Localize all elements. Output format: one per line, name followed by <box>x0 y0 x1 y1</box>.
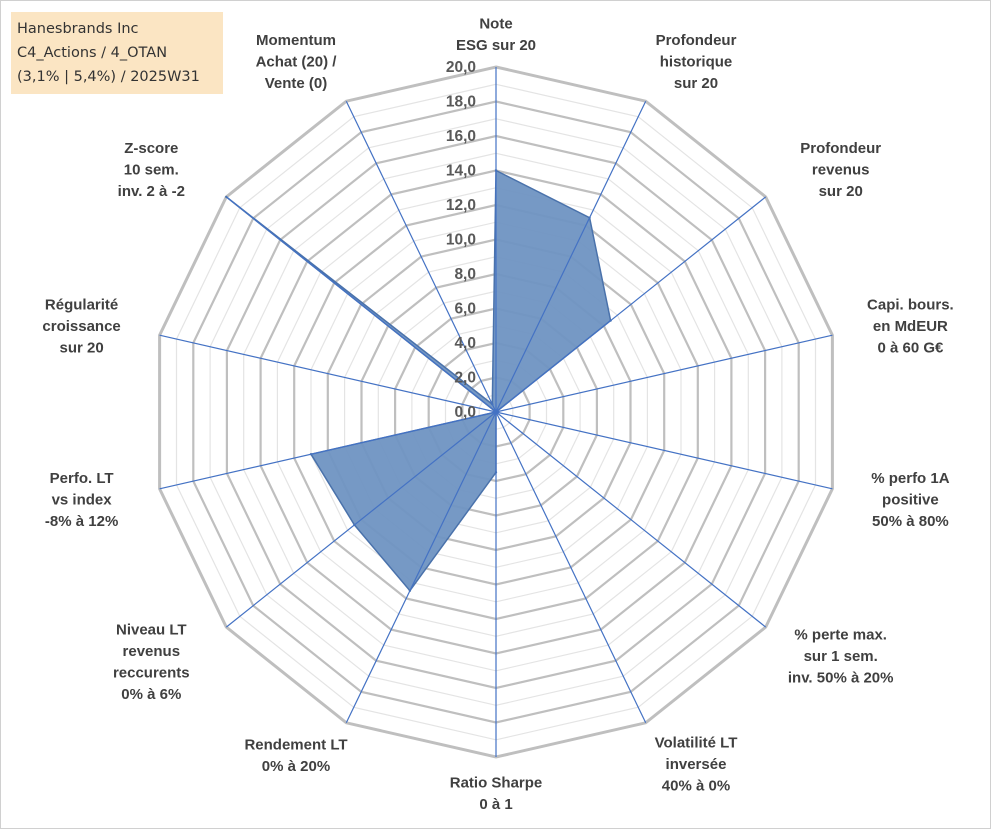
axis-label-line: 40% à 0% <box>662 778 730 795</box>
axis-label: Rendement LT 0% à 20% <box>244 737 347 776</box>
tick-label: 10,0 <box>446 232 476 249</box>
axis-label-line: reccurents <box>113 665 190 682</box>
tick-label: 20,0 <box>446 59 476 76</box>
axis-label: % perte max. sur 1 sem. inv. 50% à 20% <box>788 626 894 686</box>
axis-label-line: Rendement LT <box>244 737 347 754</box>
axis-label: Perfo. LT vs index -8% à 12% <box>45 470 118 530</box>
axis-label-line: Régularité <box>45 297 118 314</box>
axis-label-line: inversée <box>666 756 727 773</box>
axis-spoke <box>495 411 767 628</box>
axis-label: Capi. bours. en MdEUR 0 à 60 G€ <box>867 297 954 357</box>
axis-label-line: % perte max. <box>794 626 887 643</box>
axis-spoke <box>225 196 497 413</box>
axis-label: Ratio Sharpe 0 à 1 <box>450 775 543 814</box>
axis-label: Note ESG sur 20 <box>456 16 536 55</box>
axis-spoke <box>495 411 833 490</box>
axis-label-line: -8% à 12% <box>45 513 118 530</box>
axis-label: Niveau LT revenus reccurents 0% à 6% <box>113 622 190 704</box>
axis-label-line: Vente (0) <box>265 75 328 92</box>
axis-spoke <box>225 411 497 628</box>
axis-spokes <box>159 67 833 757</box>
axis-label-line: Volatilité LT <box>655 735 738 752</box>
axis-label-line: 10 sem. <box>124 162 179 179</box>
axis-label-line: sur 1 sem. <box>804 648 878 665</box>
tick-label: 16,0 <box>446 128 476 145</box>
axis-label-line: Capi. bours. <box>867 297 954 314</box>
axis-spoke <box>159 334 497 413</box>
axis-label-line: 0% à 6% <box>121 686 181 703</box>
tick-label: 6,0 <box>454 301 476 318</box>
axis-spoke <box>495 334 833 413</box>
tick-label: 4,0 <box>454 335 476 352</box>
axis-label-line: sur 20 <box>59 340 103 357</box>
axis-label-line: croissance <box>42 318 120 335</box>
axis-label-line: Perfo. LT <box>50 470 114 487</box>
tick-label: 18,0 <box>446 94 476 111</box>
axis-label-line: sur 20 <box>819 183 863 200</box>
axis-label-line: Profondeur <box>656 32 737 49</box>
axis-labels: Note ESG sur 20 Profondeur historique sur 20… <box>42 16 953 814</box>
axis-label-line: revenus <box>123 643 181 660</box>
axis-spoke <box>345 100 497 413</box>
axis-label: Z-score 10 sem. inv. 2 à -2 <box>118 140 185 200</box>
axis-label-line: Z-score <box>124 140 178 157</box>
axis-label: % perfo 1A positive 50% à 80% <box>871 470 950 530</box>
yield-and-week: (3,1% | 5,4%) / 2025W31 <box>17 69 200 85</box>
axis-spoke <box>495 411 647 724</box>
axis-label-line: Niveau LT <box>116 622 187 639</box>
axis-spoke <box>495 100 647 413</box>
axis-label-line: Momentum <box>256 32 336 49</box>
axis-label: Régularité croissance sur 20 <box>42 297 120 357</box>
axis-label-line: 50% à 80% <box>872 513 949 530</box>
axis-label-line: 0% à 20% <box>262 758 330 775</box>
axis-label-line: ESG sur 20 <box>456 37 536 54</box>
tick-label: 14,0 <box>446 163 476 180</box>
axis-label-line: Note <box>479 16 512 33</box>
tick-labels: 0,0 2,0 4,0 6,0 8,0 10,0 12,0 14,0 16,0 18,0 20,0 <box>446 59 476 421</box>
axis-label-line: Achat (20) / <box>256 53 338 70</box>
axis-label: Momentum Achat (20) / Vente (0) <box>256 32 338 92</box>
axis-label: Profondeur revenus sur 20 <box>800 140 881 200</box>
axis-spoke <box>159 411 497 490</box>
axis-label: Volatilité LT inversée 40% à 0% <box>655 735 738 795</box>
axis-label-line: Ratio Sharpe <box>450 775 543 792</box>
axis-spoke <box>495 196 767 413</box>
axis-label-line: inv. 50% à 20% <box>788 669 894 686</box>
axis-label-line: 0 à 1 <box>479 796 512 813</box>
axis-label-line: Profondeur <box>800 140 881 157</box>
axis-label-line: historique <box>660 53 733 70</box>
axis-label-line: en MdEUR <box>873 318 948 335</box>
axis-label-line: 0 à 60 G€ <box>877 340 944 357</box>
portfolio-category: C4_Actions / 4_OTAN <box>17 45 168 61</box>
series-polygon <box>225 169 612 592</box>
axis-label: Profondeur historique sur 20 <box>656 32 737 92</box>
tick-label: 0,0 <box>454 404 476 421</box>
axis-label-line: positive <box>882 492 939 509</box>
axis-label-line: % perfo 1A <box>871 470 950 487</box>
axis-label-line: revenus <box>812 162 870 179</box>
company-name: Hanesbrands Inc <box>17 21 139 37</box>
tick-label: 12,0 <box>446 197 476 214</box>
axis-spoke <box>345 411 497 724</box>
axis-label-line: inv. 2 à -2 <box>118 183 185 200</box>
tick-label: 2,0 <box>454 370 476 387</box>
chart-title-box: Hanesbrands Inc C4_Actions / 4_OTAN (3,1… <box>11 12 223 94</box>
axis-label-line: sur 20 <box>674 75 718 92</box>
tick-label: 8,0 <box>454 266 476 283</box>
axis-label-line: vs index <box>52 492 113 509</box>
